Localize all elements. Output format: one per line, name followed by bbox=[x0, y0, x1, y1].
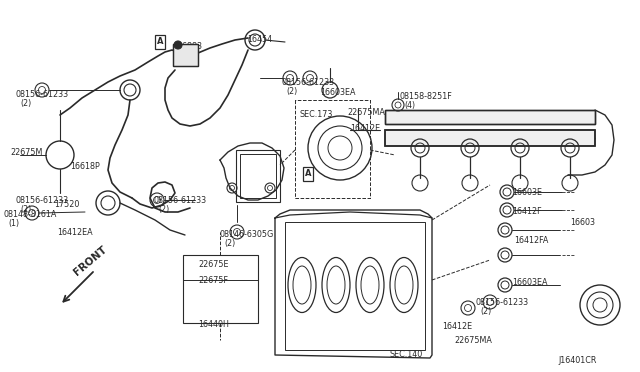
Text: 16603: 16603 bbox=[570, 218, 595, 227]
Text: 08156-61233: 08156-61233 bbox=[154, 196, 207, 205]
Text: 08158-8251F: 08158-8251F bbox=[400, 92, 452, 101]
Text: 17520: 17520 bbox=[54, 200, 79, 209]
Bar bbox=[385, 130, 595, 146]
Text: 16412F: 16412F bbox=[512, 207, 541, 216]
Bar bbox=[173, 44, 198, 66]
Text: 17520U: 17520U bbox=[422, 118, 453, 127]
Text: 16603E: 16603E bbox=[512, 188, 542, 197]
Text: (4): (4) bbox=[404, 101, 415, 110]
Bar bbox=[240, 154, 276, 198]
Text: SEC.140: SEC.140 bbox=[390, 350, 423, 359]
Text: 08146-6305G: 08146-6305G bbox=[220, 230, 275, 239]
Text: 16454: 16454 bbox=[247, 35, 272, 44]
Bar bbox=[385, 130, 595, 146]
Text: 08156-61233: 08156-61233 bbox=[16, 90, 69, 99]
Text: 08156-61233: 08156-61233 bbox=[476, 298, 529, 307]
Text: (2): (2) bbox=[20, 205, 31, 214]
Text: 08156-61233: 08156-61233 bbox=[16, 196, 69, 205]
Text: 16618P: 16618P bbox=[70, 162, 100, 171]
Text: 16412E: 16412E bbox=[442, 322, 472, 331]
Text: (2): (2) bbox=[286, 87, 297, 96]
Text: (2): (2) bbox=[480, 307, 492, 316]
Bar bbox=[285, 222, 425, 350]
Text: 22675E: 22675E bbox=[198, 260, 228, 269]
Text: FRONT: FRONT bbox=[72, 245, 109, 278]
Bar bbox=[173, 44, 198, 66]
Text: 16412EA: 16412EA bbox=[57, 228, 93, 237]
Text: (1): (1) bbox=[8, 219, 19, 228]
Text: (2): (2) bbox=[20, 99, 31, 108]
Text: J16401CR: J16401CR bbox=[558, 356, 596, 365]
Bar bbox=[385, 110, 595, 124]
Text: 16883: 16883 bbox=[177, 42, 202, 51]
Text: 08156-61233: 08156-61233 bbox=[282, 78, 335, 87]
Bar bbox=[183, 255, 258, 323]
Text: 16440H: 16440H bbox=[198, 320, 229, 329]
Text: (2): (2) bbox=[158, 205, 169, 214]
Text: (2): (2) bbox=[224, 239, 236, 248]
Bar bbox=[236, 150, 280, 202]
Text: 16603EA: 16603EA bbox=[512, 278, 547, 287]
Text: 22675F: 22675F bbox=[198, 276, 228, 285]
Bar bbox=[385, 110, 595, 124]
Text: 22675MA: 22675MA bbox=[347, 108, 385, 117]
Text: A: A bbox=[305, 170, 311, 179]
Text: SEC.173: SEC.173 bbox=[300, 110, 333, 119]
Text: 22675M: 22675M bbox=[10, 148, 42, 157]
Text: 22675MA: 22675MA bbox=[454, 336, 492, 345]
Text: 08148-8161A: 08148-8161A bbox=[4, 210, 58, 219]
Text: 16412FA: 16412FA bbox=[514, 236, 548, 245]
Text: 16603EA: 16603EA bbox=[320, 88, 355, 97]
Circle shape bbox=[174, 41, 182, 49]
Text: 16412E: 16412E bbox=[350, 124, 380, 133]
Text: A: A bbox=[157, 38, 163, 46]
